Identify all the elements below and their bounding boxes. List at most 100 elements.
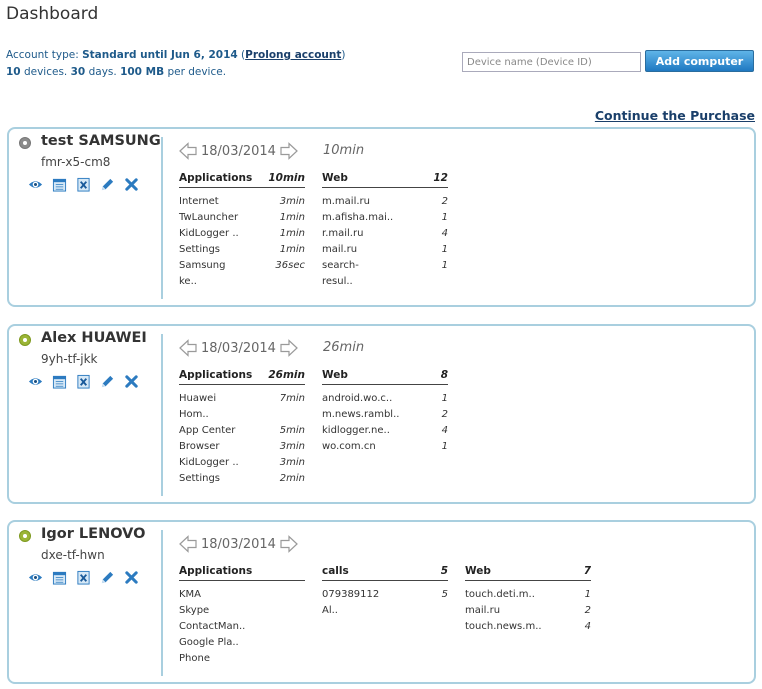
item-label: Skype bbox=[179, 605, 210, 616]
arrow-right-icon[interactable] bbox=[280, 339, 298, 357]
list-item[interactable]: KMA bbox=[179, 587, 305, 603]
list-item[interactable]: ContactMan.. bbox=[179, 619, 305, 635]
column-header: Web 7 bbox=[465, 565, 591, 581]
list-item[interactable]: Google Pla.. bbox=[179, 635, 305, 651]
list-item[interactable]: TwLauncher 1min bbox=[179, 210, 305, 226]
item-label: m.mail.ru bbox=[322, 196, 370, 207]
list-item[interactable]: Hom.. bbox=[179, 407, 305, 423]
item-label: Settings bbox=[179, 244, 221, 255]
item-value: 2 bbox=[584, 605, 591, 616]
arrow-right-icon[interactable] bbox=[280, 142, 298, 160]
current-date: 18/03/2014 bbox=[201, 536, 276, 552]
stats-column: Applications 10min Internet 3min TwLaunc… bbox=[179, 172, 305, 290]
item-label: App Center bbox=[179, 425, 236, 436]
calendar-icon[interactable] bbox=[52, 570, 67, 585]
list-item[interactable]: resul.. bbox=[322, 274, 448, 290]
list-item[interactable]: Skype bbox=[179, 603, 305, 619]
item-value: 4 bbox=[441, 228, 448, 239]
list-item[interactable]: Settings 1min bbox=[179, 242, 305, 258]
device-name[interactable]: Igor LENOVO bbox=[41, 526, 146, 542]
arrow-left-icon[interactable] bbox=[179, 142, 197, 160]
divider bbox=[161, 334, 163, 496]
continue-purchase-link[interactable]: Continue the Purchase bbox=[594, 108, 755, 123]
list-item[interactable]: Settings 2min bbox=[179, 471, 305, 487]
item-label: Google Pla.. bbox=[179, 637, 239, 648]
item-value: 3min bbox=[279, 441, 305, 452]
list-item[interactable]: android.wo.c.. 1 bbox=[322, 391, 448, 407]
list-item[interactable]: ke.. bbox=[179, 274, 305, 290]
edit-pencil-icon[interactable] bbox=[100, 374, 115, 389]
list-item[interactable]: m.afisha.mai.. 1 bbox=[322, 210, 448, 226]
status-dot-icon bbox=[19, 530, 31, 542]
device-name[interactable]: Alex HUAWEI bbox=[41, 330, 147, 346]
device-name-input[interactable] bbox=[462, 52, 641, 72]
add-computer-button[interactable]: Add computer bbox=[645, 50, 754, 72]
column-total: 7 bbox=[583, 565, 591, 577]
list-item[interactable]: Samsung 36sec bbox=[179, 258, 305, 274]
view-eye-icon[interactable] bbox=[28, 177, 43, 192]
devices-count: 10 bbox=[6, 66, 21, 78]
list-item[interactable]: m.mail.ru 2 bbox=[322, 194, 448, 210]
column-header: calls 5 bbox=[322, 565, 448, 581]
item-value: 1min bbox=[279, 212, 305, 223]
view-eye-icon[interactable] bbox=[28, 374, 43, 389]
item-label: Settings bbox=[179, 473, 221, 484]
device-name[interactable]: test SAMSUNG bbox=[41, 133, 161, 149]
list-item[interactable]: App Center 5min bbox=[179, 423, 305, 439]
remove-x-icon[interactable] bbox=[124, 570, 139, 585]
list-item[interactable]: KidLogger .. 1min bbox=[179, 226, 305, 242]
list-item[interactable]: search- 1 bbox=[322, 258, 448, 274]
list-item[interactable]: touch.deti.m.. 1 bbox=[465, 587, 591, 603]
prolong-account-link[interactable]: Prolong account bbox=[245, 49, 342, 61]
column-total: 8 bbox=[440, 369, 448, 381]
delete-log-icon[interactable] bbox=[76, 570, 91, 585]
date-navigator: 18/03/2014 bbox=[179, 142, 298, 160]
list-item[interactable]: wo.com.cn 1 bbox=[322, 439, 448, 455]
list-item[interactable]: Phone bbox=[179, 651, 305, 667]
device-card: Igor LENOVO dxe-tf-hwn 18/03/2014 Applica… bbox=[7, 520, 756, 684]
arrow-left-icon[interactable] bbox=[179, 339, 197, 357]
item-value: 1 bbox=[584, 589, 591, 600]
item-label: 079389112 bbox=[322, 589, 380, 600]
list-item[interactable]: r.mail.ru 4 bbox=[322, 226, 448, 242]
device-card: Alex HUAWEI 9yh-tf-jkk 18/03/2014 26min A… bbox=[7, 324, 756, 504]
column-title: Applications bbox=[179, 172, 253, 184]
item-label: Samsung bbox=[179, 260, 226, 271]
list-item[interactable]: Huawei 7min bbox=[179, 391, 305, 407]
remove-x-icon[interactable] bbox=[124, 177, 139, 192]
item-value: 4 bbox=[441, 425, 448, 436]
item-value: 1min bbox=[279, 244, 305, 255]
device-id: 9yh-tf-jkk bbox=[41, 352, 98, 366]
edit-pencil-icon[interactable] bbox=[100, 570, 115, 585]
arrow-left-icon[interactable] bbox=[179, 535, 197, 553]
item-value: 1 bbox=[441, 212, 448, 223]
daily-total: 26min bbox=[323, 340, 365, 355]
list-item[interactable]: Browser 3min bbox=[179, 439, 305, 455]
calendar-icon[interactable] bbox=[52, 177, 67, 192]
calendar-icon[interactable] bbox=[52, 374, 67, 389]
remove-x-icon[interactable] bbox=[124, 374, 139, 389]
list-item[interactable]: Internet 3min bbox=[179, 194, 305, 210]
edit-pencil-icon[interactable] bbox=[100, 177, 115, 192]
column-header: Web 12 bbox=[322, 172, 448, 188]
list-item[interactable]: Al.. bbox=[322, 603, 448, 619]
item-value: 5 bbox=[441, 589, 448, 600]
list-item[interactable]: kidlogger.ne.. 4 bbox=[322, 423, 448, 439]
device-id: fmr-x5-cm8 bbox=[41, 155, 111, 169]
list-item[interactable]: 079389112 5 bbox=[322, 587, 448, 603]
list-item[interactable]: m.news.rambl.. 2 bbox=[322, 407, 448, 423]
list-item[interactable]: mail.ru 1 bbox=[322, 242, 448, 258]
list-item[interactable]: touch.news.m.. 4 bbox=[465, 619, 591, 635]
delete-log-icon[interactable] bbox=[76, 374, 91, 389]
item-label: r.mail.ru bbox=[322, 228, 364, 239]
column-header: Applications 10min bbox=[179, 172, 305, 188]
list-item[interactable]: KidLogger .. 3min bbox=[179, 455, 305, 471]
stats-column: Web 12 m.mail.ru 2 m.afisha.mai.. 1 r.ma… bbox=[322, 172, 448, 290]
item-value: 5min bbox=[279, 425, 305, 436]
item-label: Huawei bbox=[179, 393, 217, 404]
arrow-right-icon[interactable] bbox=[280, 535, 298, 553]
view-eye-icon[interactable] bbox=[28, 570, 43, 585]
column-total: 5 bbox=[440, 565, 448, 577]
delete-log-icon[interactable] bbox=[76, 177, 91, 192]
list-item[interactable]: mail.ru 2 bbox=[465, 603, 591, 619]
